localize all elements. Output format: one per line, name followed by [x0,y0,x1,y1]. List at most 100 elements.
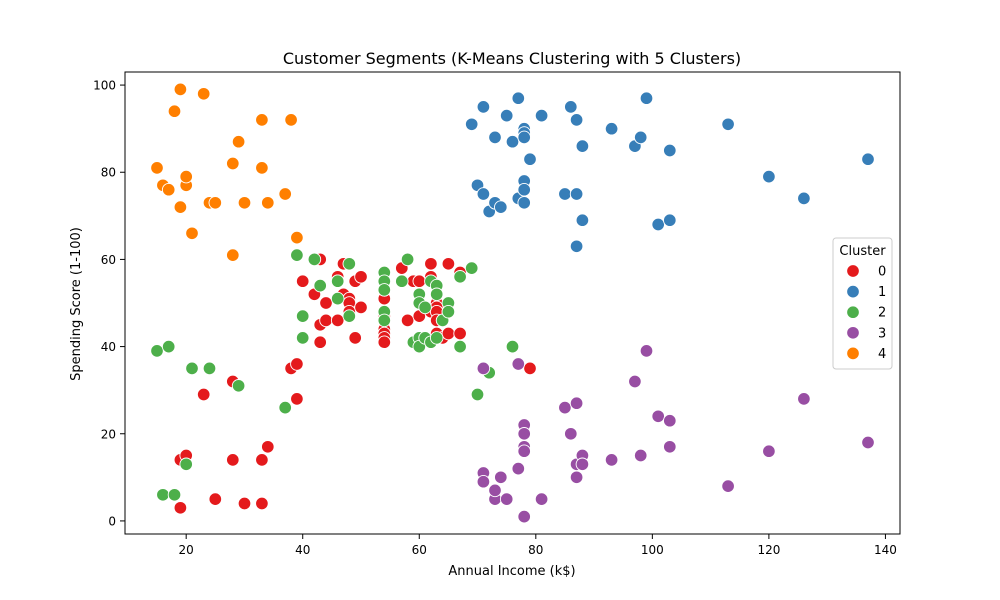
legend-label-4: 4 [878,347,886,362]
point-cluster-1-20 [558,187,572,201]
point-cluster-0-42 [400,313,415,328]
point-cluster-2-13 [313,278,327,293]
point-cluster-2-35 [429,287,444,302]
point-cluster-1-27 [604,121,619,136]
point-cluster-0-10 [261,440,275,454]
point-cluster-2-20 [377,283,392,297]
point-cluster-0-6 [226,453,240,467]
y-axis-label: Spending Score (1-100) [69,227,84,381]
point-cluster-4-12 [226,156,240,171]
point-cluster-4-17 [255,161,269,175]
point-cluster-3-21 [575,457,590,472]
point-cluster-0-59 [441,326,456,341]
point-cluster-4-16 [255,113,269,127]
point-cluster-3-6 [499,492,514,506]
point-cluster-4-9 [196,87,211,101]
point-cluster-1-33 [663,213,677,227]
point-cluster-2-5 [185,361,199,376]
point-cluster-2-2 [161,339,176,354]
point-cluster-3-12 [517,444,531,458]
point-cluster-4-20 [284,113,298,127]
point-cluster-3-7 [511,461,526,476]
point-cluster-2-11 [295,331,310,345]
point-cluster-3-10 [517,427,531,441]
point-cluster-4-15 [237,196,252,210]
x-tick-label-140: 140 [874,543,897,557]
point-cluster-4-21 [290,230,304,245]
point-cluster-3-0 [476,361,491,376]
point-cluster-1-0 [464,117,479,132]
point-cluster-0-4 [196,387,211,402]
legend: Cluster 0 1 2 3 4 [832,237,893,370]
point-cluster-0-19 [319,296,333,310]
point-cluster-2-46 [505,339,520,354]
point-cluster-0-12 [290,357,304,371]
x-tick-label-40: 40 [295,543,310,557]
series-3 [476,344,875,524]
legend-label-3: 3 [878,326,886,341]
point-cluster-3-19 [569,470,584,485]
point-cluster-4-8 [185,226,199,241]
point-cluster-2-16 [342,257,357,271]
legend-label-2: 2 [878,306,886,321]
point-cluster-1-9 [505,134,520,149]
point-cluster-1-2 [476,100,491,114]
point-cluster-4-2 [161,182,176,197]
legend-marker-0 [846,264,860,278]
legend-label-1: 1 [878,285,886,300]
point-cluster-3-26 [651,409,665,424]
point-cluster-4-7 [179,169,193,184]
point-cluster-1-32 [663,143,677,158]
point-cluster-1-21 [564,100,578,114]
y-tick-label-80: 80 [101,166,116,180]
point-cluster-1-17 [517,196,531,210]
point-cluster-1-10 [511,91,526,105]
point-cluster-2-10 [295,309,310,323]
legend-marker-4 [846,346,860,361]
point-cluster-0-31 [354,270,368,284]
point-cluster-3-27 [663,413,677,428]
point-cluster-3-14 [534,492,549,506]
point-cluster-2-22 [377,313,392,328]
legend-marker-1 [846,284,860,299]
point-cluster-1-30 [639,91,654,105]
point-cluster-3-31 [797,392,811,406]
series-4 [150,82,304,262]
legend-marker-2 [846,305,860,319]
point-cluster-0-20 [319,313,333,328]
x-tick-label-80: 80 [528,543,543,557]
point-cluster-3-23 [628,374,642,389]
point-cluster-1-18 [523,152,537,166]
point-cluster-2-43 [464,261,479,275]
point-cluster-4-11 [208,196,223,210]
y-tick-label-60: 60 [101,253,116,267]
point-cluster-4-5 [173,200,188,214]
x-tick-label-100: 100 [641,543,664,557]
point-cluster-3-2 [476,474,491,489]
point-cluster-2-44 [470,387,485,402]
point-cluster-1-7 [494,200,508,214]
point-cluster-2-14 [330,291,345,306]
series-2 [150,248,520,502]
point-cluster-3-8 [511,357,526,371]
point-cluster-1-24 [569,239,584,254]
point-cluster-2-42 [453,339,467,354]
point-cluster-0-8 [255,496,269,511]
point-cluster-2-15 [330,274,345,288]
point-cluster-3-25 [639,344,654,358]
point-cluster-0-9 [255,453,269,467]
point-cluster-3-24 [633,448,648,463]
point-cluster-4-3 [167,104,182,118]
point-cluster-1-29 [633,130,648,145]
x-axis-ticks: 20 40 60 80 100 120 140 [179,534,897,557]
point-cluster-0-40 [377,335,392,349]
point-cluster-1-25 [575,139,590,153]
point-cluster-1-19 [534,108,549,123]
point-cluster-0-32 [354,300,368,315]
point-cluster-0-29 [348,331,362,345]
point-cluster-0-44 [412,274,427,288]
point-cluster-0-7 [237,496,252,511]
legend-label-0: 0 [878,265,886,280]
